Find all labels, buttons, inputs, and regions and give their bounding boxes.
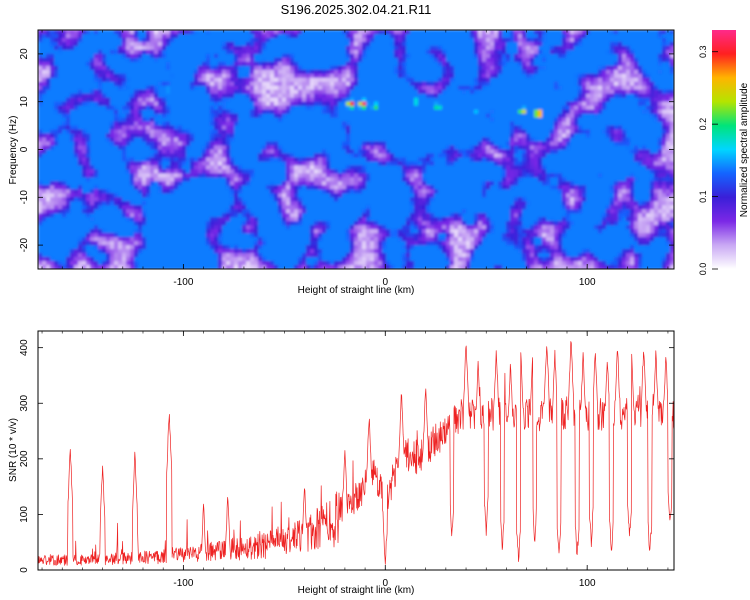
colorbar-label: Normalized spectral amplitude (739, 82, 750, 217)
snr-panel: -100 0 100 0 100 200 300 400 Height of straight… (8, 330, 675, 596)
spectrogram-heatmap (38, 30, 674, 269)
snr-y-tick-label: 400 (19, 339, 30, 356)
spectrogram-y-tick-label: 20 (19, 48, 30, 60)
snr-background (38, 331, 674, 570)
colorbar-tick-label: 0.3 (698, 45, 708, 58)
spectrogram-y-tick-label: 0 (19, 146, 30, 152)
snr-x-tick-label: 0 (382, 578, 388, 589)
colorbar-gradient (712, 30, 736, 269)
snr-y-tick-label: 200 (19, 450, 30, 467)
spectrogram-y-tick-label: 10 (19, 96, 30, 108)
spectrogram-x-tick-label: 0 (382, 277, 388, 288)
spectrogram-frame (37, 29, 675, 270)
colorbar: 0.0 0.1 0.2 0.3 Normalized spectral amplitu… (698, 30, 750, 275)
snr-x-tick-label: 100 (579, 578, 596, 589)
colorbar-tick-label: 0.0 (698, 263, 708, 276)
figure-title: S196.2025.302.04.21.R11 (281, 2, 432, 17)
spectrogram-x-tick-label: -100 (173, 277, 193, 288)
spectrogram-x-tick-label: 100 (579, 277, 596, 288)
snr-x-axis-label: Height of straight line (km) (298, 585, 415, 596)
snr-series-line (38, 341, 674, 566)
colorbar-ticks: 0.0 0.1 0.2 0.3 (698, 45, 718, 275)
colorbar-tick-label: 0.1 (698, 190, 708, 203)
spectrogram-y-tick-label: -10 (19, 190, 30, 205)
snr-y-axis-label: SNR (10 * v/v) (8, 418, 19, 482)
spectrogram-y-tick-label: -20 (19, 237, 30, 252)
spectrogram-y-axis-label: Frequency (Hz) (8, 116, 19, 185)
spectrogram-x-axis-label: Height of straight line (km) (298, 285, 415, 296)
colorbar-tick-label: 0.2 (698, 118, 708, 131)
snr-x-tick-label: -100 (173, 578, 193, 589)
snr-y-tick-label: 0 (19, 567, 30, 573)
snr-frame (37, 330, 675, 571)
snr-y-tick-label: 100 (19, 506, 30, 523)
snr-y-tick-label: 300 (19, 394, 30, 411)
